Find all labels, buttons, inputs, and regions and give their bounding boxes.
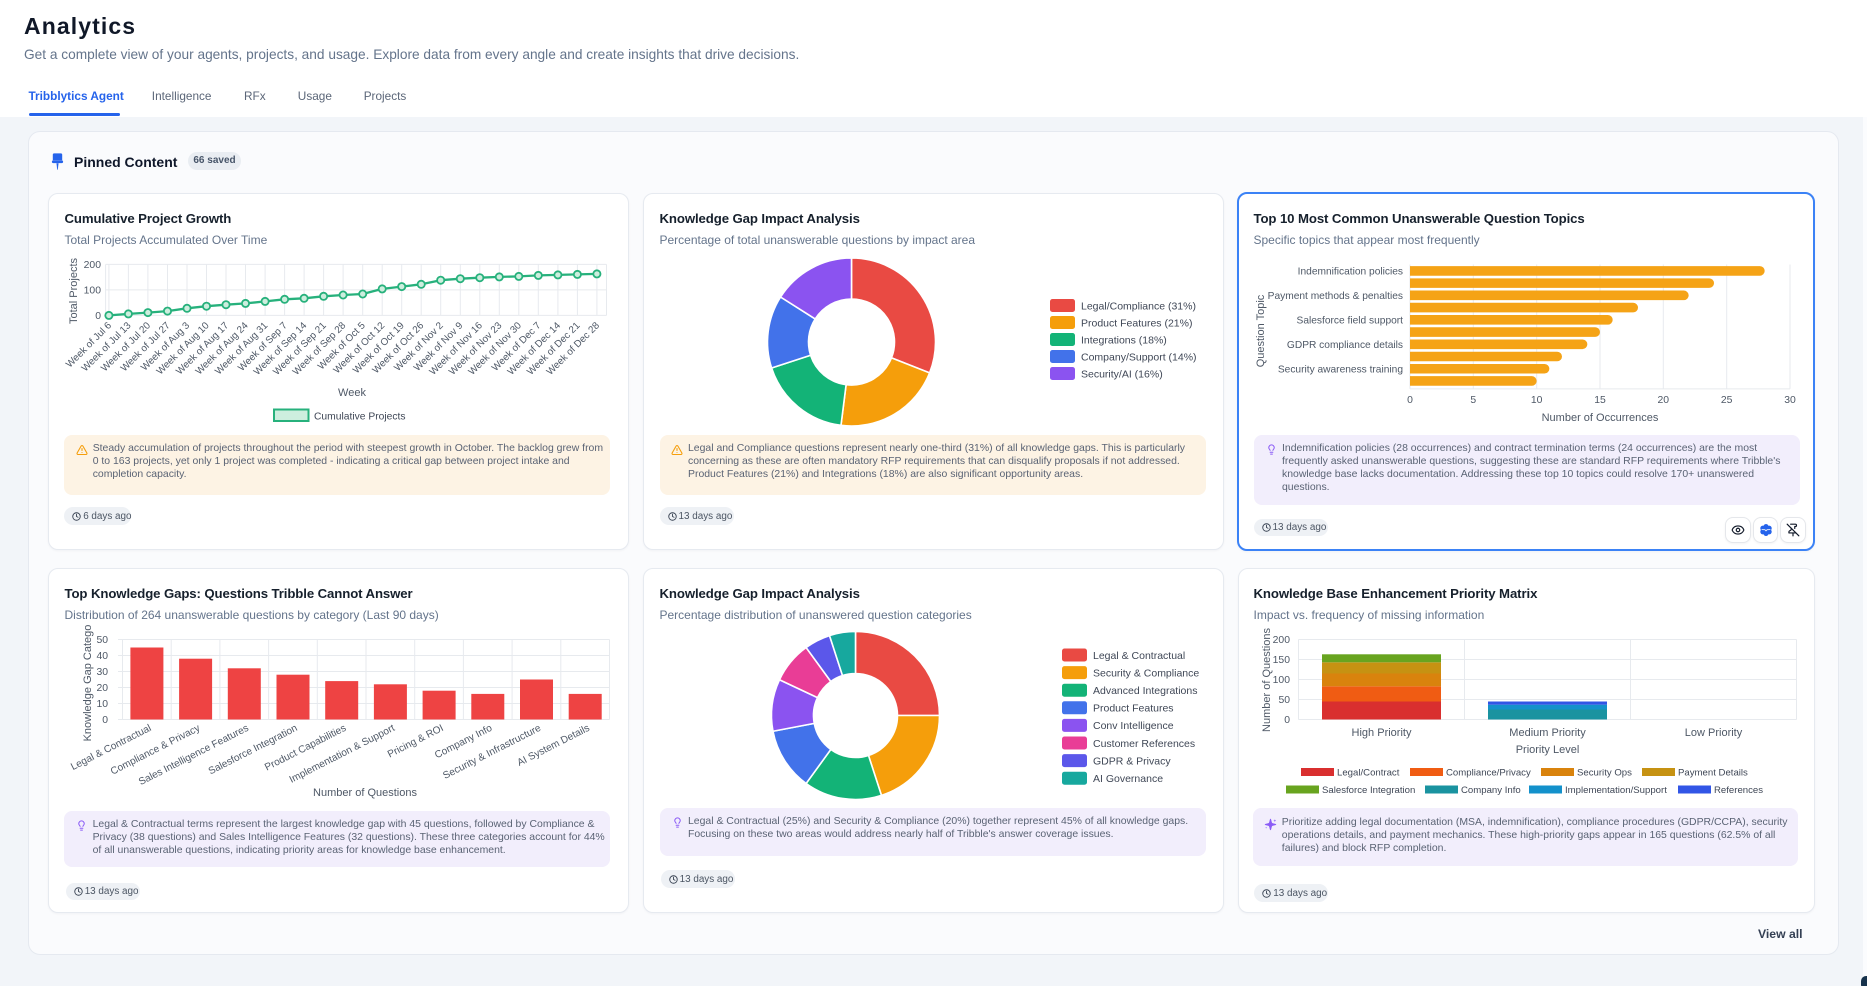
svg-text:30: 30 bbox=[1784, 395, 1796, 406]
svg-text:Total Projects: Total Projects bbox=[68, 257, 80, 324]
svg-text:Payment methods & penalties: Payment methods & penalties bbox=[1268, 291, 1403, 302]
svg-text:Customer References: Customer References bbox=[1093, 738, 1195, 750]
svg-text:200: 200 bbox=[1273, 635, 1291, 646]
svg-text:Week: Week bbox=[338, 387, 366, 399]
svg-text:100: 100 bbox=[84, 286, 102, 297]
svg-text:Advanced Integrations: Advanced Integrations bbox=[1093, 685, 1198, 697]
svg-text:Compliance/Privacy: Compliance/Privacy bbox=[1446, 768, 1531, 779]
svg-text:Priority Level: Priority Level bbox=[1516, 744, 1580, 756]
svg-text:Indemnification policies: Indemnification policies bbox=[1298, 267, 1403, 278]
svg-text:200: 200 bbox=[84, 260, 102, 271]
svg-text:Knowledge Gap Catego: Knowledge Gap Catego bbox=[82, 625, 94, 742]
svg-text:25: 25 bbox=[1721, 395, 1733, 406]
svg-text:0: 0 bbox=[1284, 715, 1290, 726]
svg-text:50: 50 bbox=[1278, 695, 1290, 706]
svg-text:20: 20 bbox=[1658, 395, 1670, 406]
svg-text:Product Features (21%): Product Features (21%) bbox=[1081, 317, 1192, 329]
svg-text:High Priority: High Priority bbox=[1352, 727, 1412, 739]
svg-text:Number of Questions: Number of Questions bbox=[1261, 628, 1273, 732]
svg-text:Legal/Compliance (31%): Legal/Compliance (31%) bbox=[1081, 300, 1196, 312]
svg-text:Security & Compliance: Security & Compliance bbox=[1093, 667, 1199, 679]
svg-text:Security Ops: Security Ops bbox=[1577, 768, 1632, 779]
svg-text:Conv Intelligence: Conv Intelligence bbox=[1093, 720, 1174, 732]
svg-text:40: 40 bbox=[96, 651, 108, 662]
svg-text:AI Governance: AI Governance bbox=[1093, 773, 1163, 785]
svg-text:Number of Questions: Number of Questions bbox=[313, 787, 417, 799]
svg-text:10: 10 bbox=[96, 699, 108, 710]
svg-text:150: 150 bbox=[1273, 655, 1291, 666]
svg-text:50: 50 bbox=[96, 635, 108, 646]
svg-text:0: 0 bbox=[95, 311, 101, 322]
svg-text:Payment Details: Payment Details bbox=[1678, 768, 1748, 779]
svg-text:Medium Priority: Medium Priority bbox=[1509, 727, 1586, 739]
svg-text:Low Priority: Low Priority bbox=[1685, 727, 1743, 739]
svg-text:Security/AI (16%): Security/AI (16%) bbox=[1081, 368, 1163, 380]
svg-text:Salesforce Integration: Salesforce Integration bbox=[207, 723, 299, 777]
svg-text:Integrations (18%): Integrations (18%) bbox=[1081, 334, 1167, 346]
svg-text:Salesforce Integration: Salesforce Integration bbox=[1322, 785, 1415, 796]
svg-text:Company Info: Company Info bbox=[1461, 785, 1521, 796]
svg-text:Salesforce field support: Salesforce field support bbox=[1297, 316, 1404, 327]
svg-text:Security awareness training: Security awareness training bbox=[1278, 364, 1403, 375]
svg-text:0: 0 bbox=[102, 715, 108, 726]
svg-text:Legal & Contractual: Legal & Contractual bbox=[1093, 650, 1185, 662]
svg-text:Number of Occurrences: Number of Occurrences bbox=[1542, 412, 1659, 424]
svg-text:Company/Support (14%): Company/Support (14%) bbox=[1081, 351, 1197, 363]
svg-text:References: References bbox=[1714, 785, 1763, 796]
svg-text:GDPR compliance details: GDPR compliance details bbox=[1287, 340, 1403, 351]
svg-text:30: 30 bbox=[96, 667, 108, 678]
svg-text:0: 0 bbox=[1407, 395, 1413, 406]
svg-text:Question Topic: Question Topic bbox=[1255, 294, 1267, 367]
svg-text:Implementation/Support: Implementation/Support bbox=[1565, 785, 1667, 796]
svg-text:20: 20 bbox=[96, 683, 108, 694]
svg-text:GDPR & Privacy: GDPR & Privacy bbox=[1093, 755, 1171, 767]
svg-text:100: 100 bbox=[1273, 675, 1291, 686]
svg-text:10: 10 bbox=[1531, 395, 1543, 406]
svg-text:Cumulative Projects: Cumulative Projects bbox=[314, 412, 406, 423]
svg-text:15: 15 bbox=[1594, 395, 1606, 406]
svg-text:5: 5 bbox=[1470, 395, 1476, 406]
svg-text:Product Features: Product Features bbox=[1093, 703, 1174, 715]
svg-text:Legal/Contract: Legal/Contract bbox=[1337, 768, 1400, 779]
